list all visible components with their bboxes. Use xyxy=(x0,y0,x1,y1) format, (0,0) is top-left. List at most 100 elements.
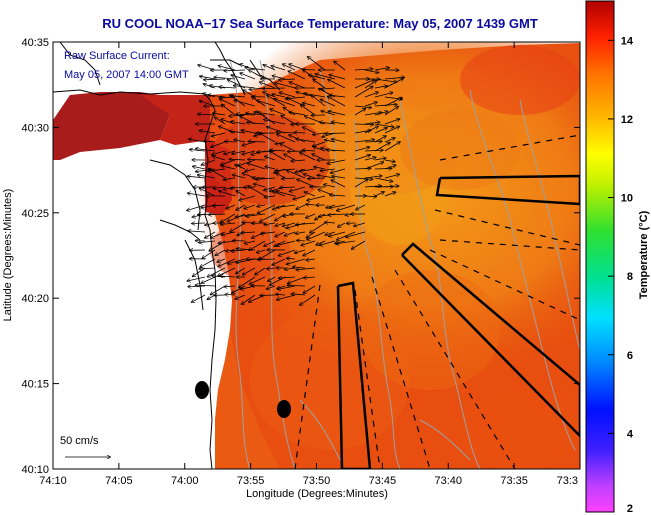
y-tick-label: 40:15 xyxy=(21,379,49,391)
current-vector xyxy=(295,232,306,234)
current-vector xyxy=(264,223,276,225)
current-vector xyxy=(220,99,236,107)
current-vector xyxy=(354,109,366,116)
current-vector xyxy=(235,294,246,299)
current-vector xyxy=(236,191,246,197)
current-vector xyxy=(208,267,226,277)
colorbar-gradient xyxy=(585,0,615,513)
current-vector xyxy=(287,258,306,264)
current-vector xyxy=(296,204,306,209)
current-vector xyxy=(269,151,286,161)
current-vector xyxy=(308,178,326,179)
current-vector xyxy=(260,295,276,296)
current-vector xyxy=(211,285,226,295)
current-vector xyxy=(265,167,276,170)
current-vector xyxy=(243,267,256,275)
current-vector xyxy=(260,82,276,89)
current-vector xyxy=(307,195,326,200)
current-vector xyxy=(354,155,370,161)
current-vector xyxy=(384,138,395,143)
current-vector xyxy=(211,141,226,147)
current-vector xyxy=(364,102,377,107)
current-vector xyxy=(384,119,400,125)
current-vector xyxy=(275,169,296,171)
current-vector xyxy=(294,133,306,134)
current-vector xyxy=(313,133,326,135)
current-vector xyxy=(280,187,296,188)
current-vector xyxy=(276,132,296,133)
current-vector xyxy=(220,276,236,277)
current-vector xyxy=(236,267,246,274)
current-vector xyxy=(374,68,389,71)
current-vector xyxy=(356,204,366,210)
current-vector xyxy=(321,100,336,107)
current-vector xyxy=(364,176,382,179)
current-vector xyxy=(291,160,306,161)
current-vector xyxy=(320,240,336,245)
current-vector xyxy=(364,150,383,151)
current-vector xyxy=(374,128,387,134)
current-vector xyxy=(328,111,346,116)
current-vector xyxy=(204,141,216,142)
current-vector xyxy=(244,204,256,209)
current-vector xyxy=(225,294,236,295)
current-vector xyxy=(337,204,356,211)
colorbar-tick-label: 14 xyxy=(621,35,634,47)
current-vector xyxy=(324,185,336,188)
current-vector xyxy=(354,168,371,169)
current-vector xyxy=(290,186,306,191)
current-vector xyxy=(374,177,393,181)
current-vector xyxy=(384,77,404,79)
current-vector xyxy=(213,205,226,206)
current-vector xyxy=(230,187,246,189)
transect-lines xyxy=(294,134,580,469)
current-vector xyxy=(354,147,369,152)
current-vector xyxy=(303,70,316,71)
current-vector xyxy=(219,87,236,88)
current-vector xyxy=(280,144,296,152)
current-vector xyxy=(300,152,316,161)
current-vector xyxy=(258,204,276,213)
current-annotation-line2: May 05, 2007 14:00 GMT xyxy=(64,69,189,81)
current-vector xyxy=(384,106,398,116)
current-vector xyxy=(374,192,384,197)
colorbar-tick-label: 6 xyxy=(627,350,633,362)
current-vector xyxy=(279,79,296,80)
current-vector xyxy=(231,122,246,125)
current-vector xyxy=(285,231,296,236)
current-vector xyxy=(313,141,326,146)
current-vector xyxy=(289,82,306,89)
colorbar-ticks: 14 12 10 8 6 4 2 xyxy=(608,35,634,515)
current-vector xyxy=(215,249,226,255)
current-vector xyxy=(292,294,306,295)
current-vector xyxy=(279,249,296,256)
plot-area: Raw Surface Current: May 05, 2007 14:00 … xyxy=(53,42,580,469)
current-vector xyxy=(364,92,378,98)
current-vector xyxy=(307,231,326,240)
current-vector xyxy=(202,249,216,258)
current-vector xyxy=(328,214,346,215)
y-tick-label: 40:30 xyxy=(21,122,49,134)
current-vector xyxy=(364,122,380,124)
current-vector xyxy=(329,231,346,236)
colorbar-tick-label: 12 xyxy=(621,114,633,126)
current-vector xyxy=(303,249,316,256)
current-vector xyxy=(249,240,266,250)
current-vector xyxy=(301,105,316,116)
current-vector xyxy=(277,134,296,143)
current-vector xyxy=(384,142,400,152)
current-vector xyxy=(272,258,286,265)
x-tick-label: 73:35 xyxy=(500,475,528,487)
current-vector xyxy=(222,231,236,235)
current-vector xyxy=(275,83,296,89)
x-tick-label: 74:05 xyxy=(105,475,133,487)
current-vector xyxy=(221,166,236,170)
current-vector xyxy=(330,204,346,208)
current-vector xyxy=(384,127,399,134)
current-vector xyxy=(364,81,377,89)
current-vector xyxy=(287,258,296,259)
current-vector xyxy=(384,79,403,89)
current-vector xyxy=(200,258,216,267)
current-vector xyxy=(374,143,390,152)
mooring-marker xyxy=(195,381,209,399)
